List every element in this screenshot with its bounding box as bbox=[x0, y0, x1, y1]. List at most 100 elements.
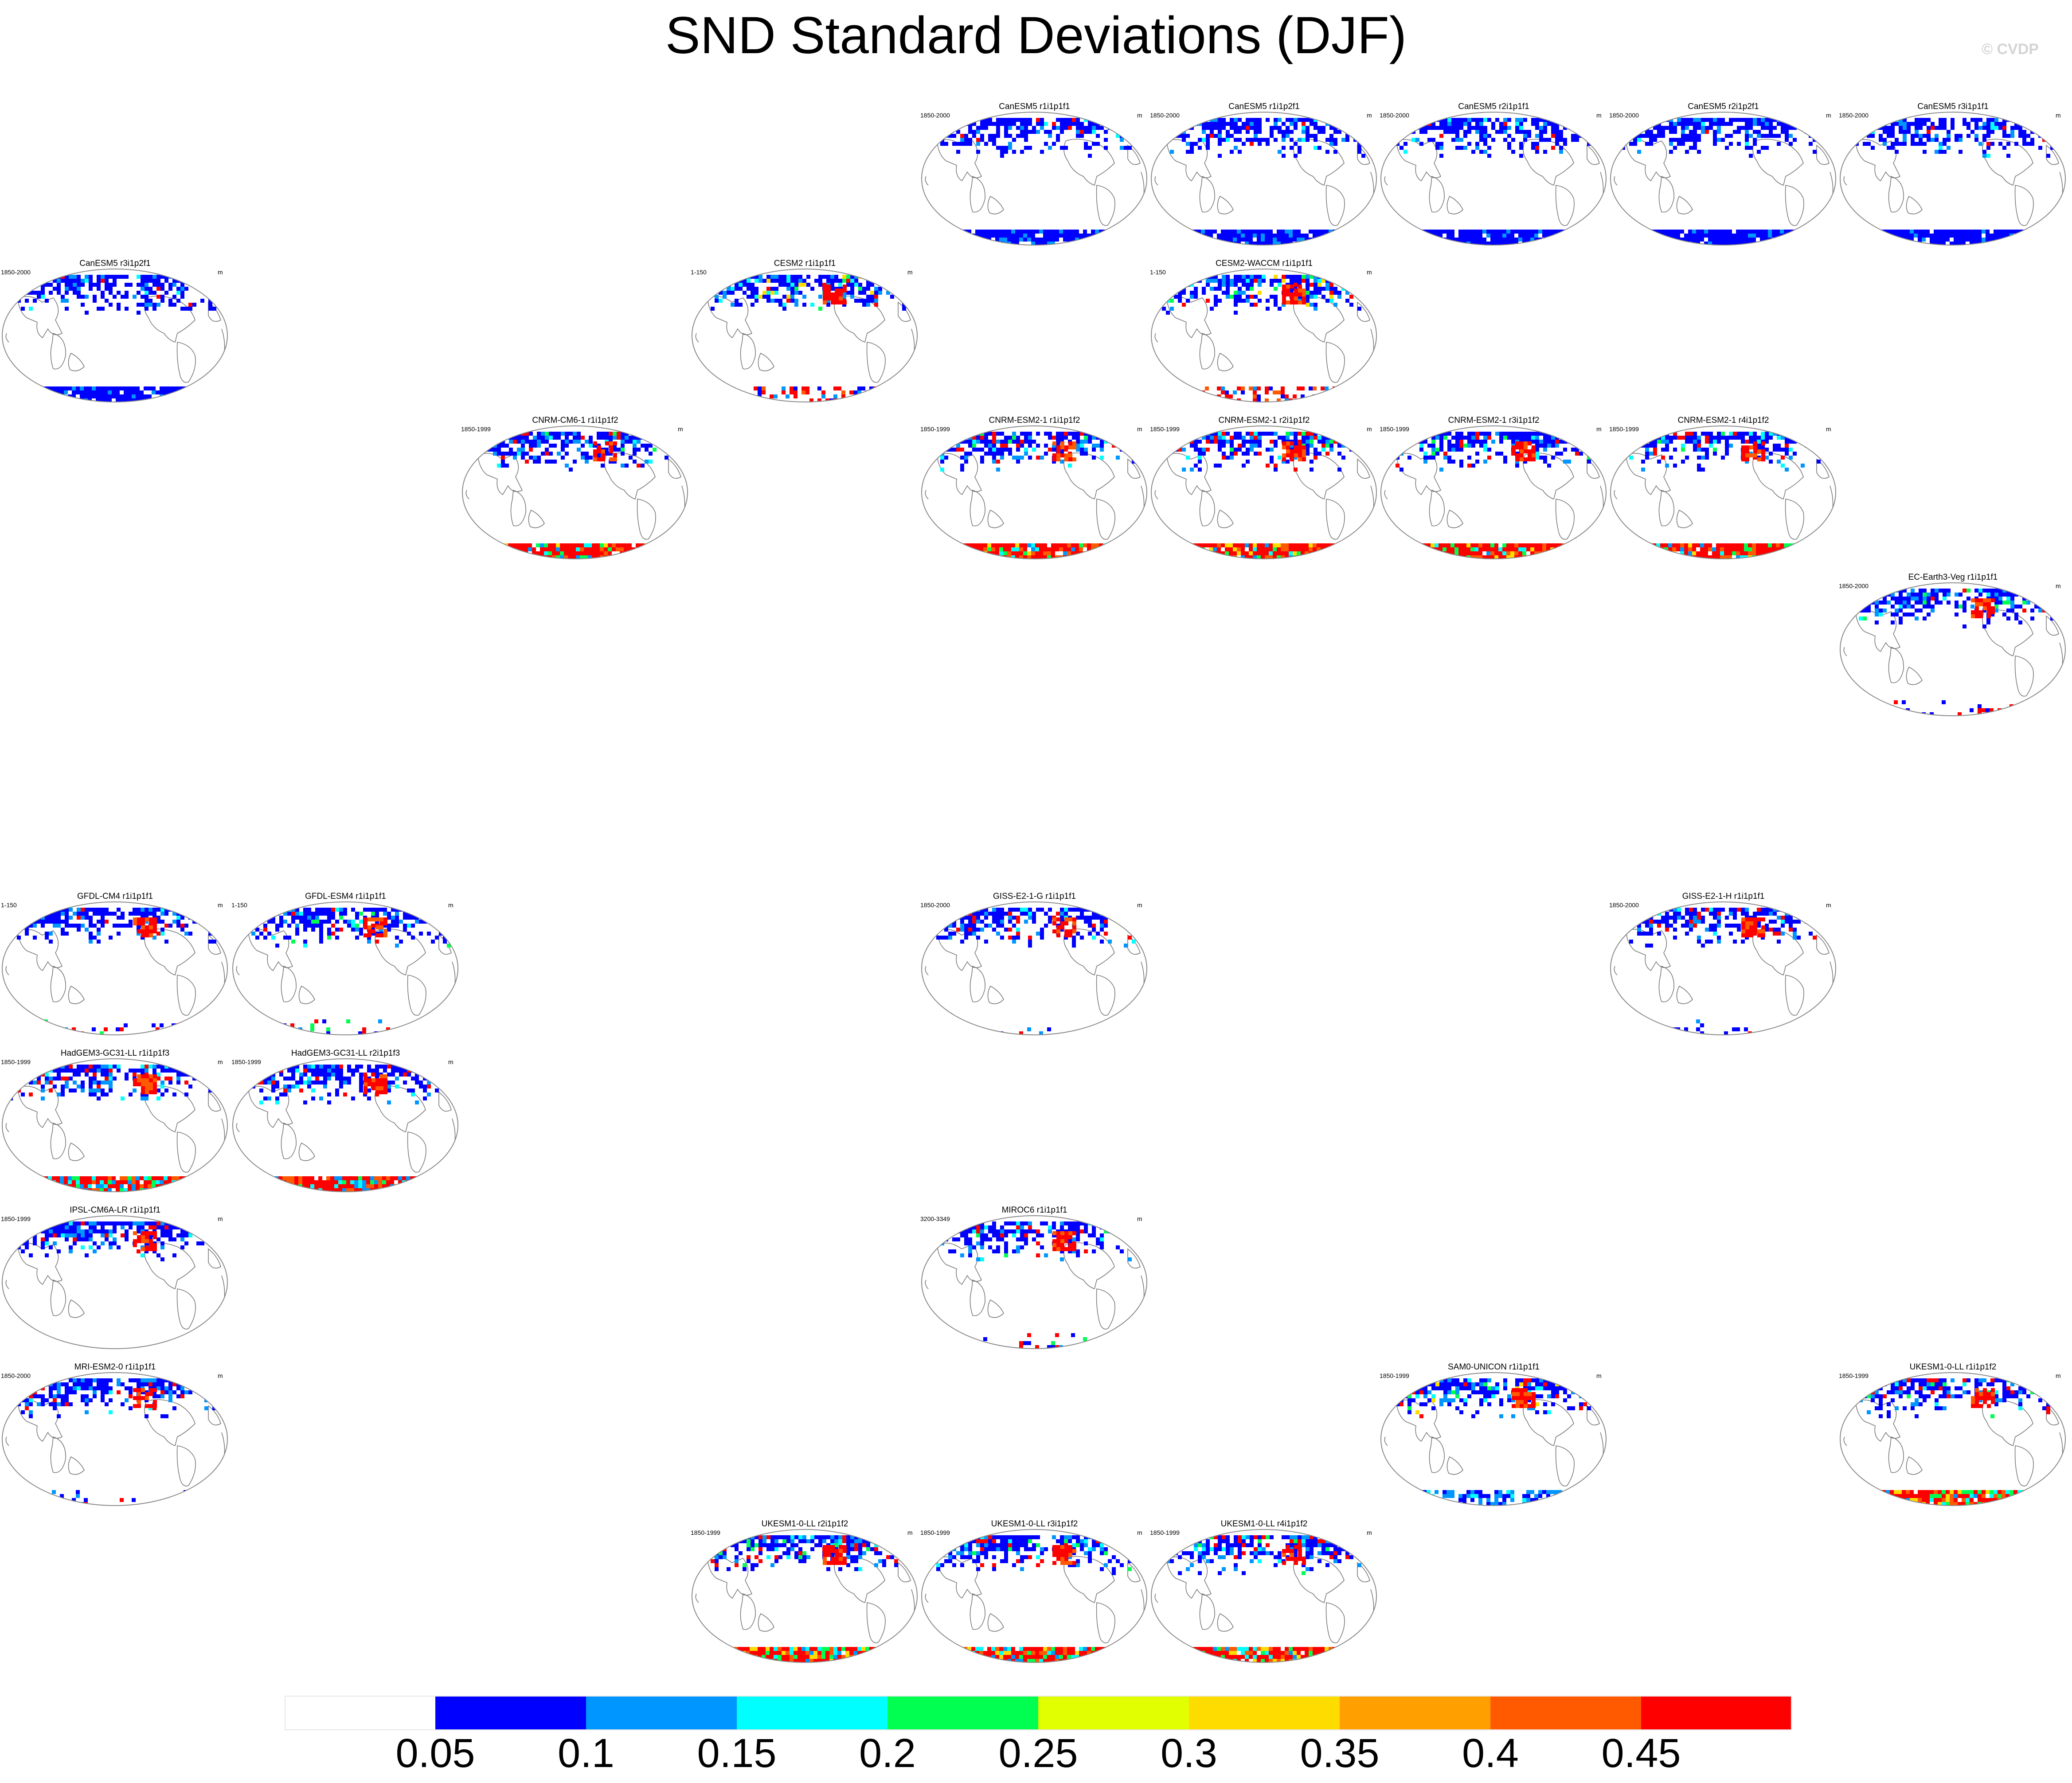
map-boundary bbox=[921, 1529, 1147, 1663]
map-panel: CanESM5 r1i1p1f1 1850-2000 m bbox=[919, 101, 1149, 247]
northern-snow-field bbox=[1388, 432, 1603, 472]
robinson-map bbox=[921, 425, 1147, 559]
map-boundary bbox=[1610, 901, 1836, 1035]
panel-units: m bbox=[907, 269, 913, 276]
map-panel: CanESM5 r3i1p2f1 1850-2000 m bbox=[0, 258, 230, 404]
panel-title: GFDL-CM4 r1i1p1f1 bbox=[77, 892, 153, 901]
map-boundary bbox=[1610, 112, 1836, 246]
panel-years: 1850-1999 bbox=[920, 1529, 950, 1536]
northern-snow-field bbox=[9, 275, 224, 315]
northern-snow-field bbox=[9, 908, 224, 944]
robinson-map bbox=[692, 1529, 918, 1663]
colorbar-tick-label: 0.45 bbox=[1601, 1731, 1681, 1776]
coastlines bbox=[1384, 453, 1604, 540]
map-boundary bbox=[692, 269, 918, 402]
panel-units: m bbox=[218, 1372, 223, 1379]
colorbar-swatch bbox=[737, 1696, 887, 1730]
panel-title: IPSL-CM6A-LR r1i1p1f1 bbox=[70, 1206, 160, 1215]
panel-units: m bbox=[1596, 425, 1602, 433]
colorbar-swatch bbox=[1038, 1696, 1189, 1730]
antarctic-snow-field bbox=[1882, 700, 2029, 716]
robinson-map bbox=[1840, 1372, 2066, 1506]
map-panel: CNRM-ESM2-1 r4i1p1f2 1850-1999 m bbox=[1608, 415, 1838, 561]
map-boundary bbox=[1840, 112, 2066, 246]
panel-years: 1850-2000 bbox=[1380, 112, 1409, 119]
coastlines bbox=[465, 453, 685, 540]
panel-years: 1-150 bbox=[231, 901, 247, 909]
panel-title: GISS-E2-1-G r1i1p1f1 bbox=[993, 892, 1076, 901]
panel-years: 1850-2000 bbox=[1609, 901, 1639, 909]
robinson-map bbox=[1610, 112, 1836, 246]
coastlines bbox=[1614, 929, 1834, 1016]
colorbar-swatch bbox=[887, 1696, 1038, 1730]
panel-units: m bbox=[218, 269, 223, 276]
map-boundary bbox=[1151, 269, 1377, 402]
map-boundary bbox=[2, 1372, 228, 1506]
panel-title: CanESM5 r3i1p2f1 bbox=[79, 259, 151, 268]
coastlines bbox=[5, 929, 225, 1016]
panel-units: m bbox=[1137, 1215, 1142, 1222]
map-boundary bbox=[1151, 1529, 1377, 1663]
panel-units: m bbox=[1596, 112, 1602, 119]
panel-years: 1850-1999 bbox=[920, 425, 950, 433]
panel-title: CNRM-CM6-1 r1i1p1f2 bbox=[532, 416, 618, 425]
map-boundary bbox=[232, 901, 458, 1035]
coastlines bbox=[1384, 139, 1604, 226]
panel-title: UKESM1-0-LL r1i1p1f2 bbox=[1909, 1362, 1997, 1372]
panel-units: m bbox=[1137, 1529, 1142, 1536]
map-boundary bbox=[232, 1058, 458, 1192]
panel-units: m bbox=[218, 1058, 223, 1065]
map-panel: CanESM5 r3i1p1f1 1850-2000 m bbox=[1838, 101, 2068, 247]
panel-units: m bbox=[1826, 425, 1831, 433]
panel-years: 1850-1999 bbox=[1609, 425, 1639, 433]
antarctic-snow-field bbox=[1648, 1019, 1788, 1035]
coastlines bbox=[1843, 609, 2063, 697]
northern-snow-field bbox=[1617, 908, 1833, 948]
coastlines bbox=[925, 1242, 1145, 1330]
northern-snow-field bbox=[928, 118, 1144, 158]
colorbar-swatch bbox=[285, 1696, 435, 1730]
panel-years: 1850-1999 bbox=[1150, 425, 1180, 433]
robinson-map bbox=[1380, 425, 1607, 559]
figure-title: SND Standard Deviations (DJF) bbox=[665, 6, 1407, 65]
northern-snow-field bbox=[928, 1221, 1144, 1261]
panel-title: MIROC6 r1i1p1f1 bbox=[1001, 1206, 1067, 1215]
coastlines bbox=[5, 1242, 225, 1330]
colorbar-swatch bbox=[586, 1696, 737, 1730]
map-panel: GISS-E2-1-H r1i1p1f1 1850-2000 m bbox=[1608, 891, 1838, 1037]
panel-years: 1850-1999 bbox=[691, 1529, 720, 1536]
panel-units: m bbox=[2056, 582, 2061, 589]
panel-units: m bbox=[218, 901, 223, 909]
coastlines bbox=[925, 453, 1145, 540]
panel-years: 1850-1999 bbox=[1380, 425, 1409, 433]
coastlines bbox=[5, 1085, 225, 1173]
coastlines bbox=[5, 1399, 225, 1486]
northern-snow-field bbox=[699, 1535, 914, 1571]
robinson-map bbox=[232, 901, 458, 1035]
map-panel: UKESM1-0-LL r1i1p1f2 1850-1999 m bbox=[1838, 1362, 2068, 1508]
northern-snow-field bbox=[239, 908, 455, 948]
panel-units: m bbox=[2056, 1372, 2061, 1379]
map-panel: IPSL-CM6A-LR r1i1p1f1 1850-1999 m bbox=[0, 1205, 230, 1351]
colorbar-outline bbox=[285, 1696, 1792, 1730]
colorbar-tick-label: 0.1 bbox=[558, 1731, 614, 1776]
northern-snow-field bbox=[1158, 275, 1373, 315]
coastlines bbox=[236, 929, 456, 1016]
map-boundary bbox=[921, 901, 1147, 1035]
colorbar-tick-label: 0.2 bbox=[859, 1731, 916, 1776]
panel-units: m bbox=[1137, 901, 1142, 909]
northern-snow-field bbox=[1158, 432, 1373, 472]
colorbar-tick-label: 0.15 bbox=[697, 1731, 777, 1776]
cvdp-watermark: © CVDP bbox=[1982, 41, 2039, 58]
panel-title: UKESM1-0-LL r2i1p1f2 bbox=[761, 1519, 848, 1529]
robinson-map bbox=[1840, 112, 2066, 246]
panel-years: 1850-1999 bbox=[1, 1058, 31, 1065]
northern-snow-field bbox=[469, 432, 684, 472]
panel-years: 1850-1999 bbox=[461, 425, 491, 433]
coastlines bbox=[925, 1556, 1145, 1643]
map-boundary bbox=[692, 1529, 918, 1663]
coastlines bbox=[695, 1556, 915, 1643]
panel-years: 1850-2000 bbox=[920, 112, 950, 119]
panel-title: CanESM5 r3i1p1f1 bbox=[1917, 102, 1989, 111]
map-boundary bbox=[1610, 425, 1836, 559]
